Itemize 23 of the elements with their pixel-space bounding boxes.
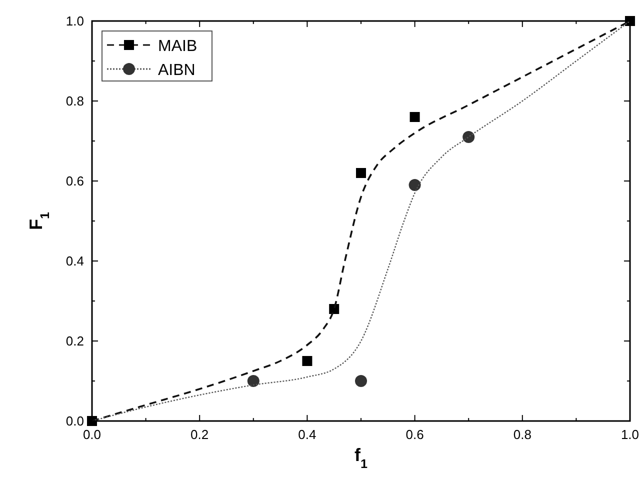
- x-tick-label: 0.0: [82, 427, 102, 442]
- y-tick-label: 0.8: [66, 94, 84, 108]
- x-tick-label: 1.0: [620, 427, 640, 442]
- x-tick-label: 0.6: [406, 427, 424, 442]
- point: [247, 375, 260, 387]
- y-tick-label: 0.0: [66, 414, 84, 428]
- y-tick-label: 0.6: [66, 174, 84, 188]
- x-tick-label: 0.4: [298, 427, 316, 442]
- point: [410, 112, 420, 122]
- legend-label: AIBN: [158, 62, 196, 79]
- y-tick-label: 0.4: [66, 254, 84, 268]
- point: [462, 131, 475, 143]
- point: [408, 179, 421, 191]
- x-axis-title: f$_{1}$: [354, 445, 368, 471]
- y-tick-label: 1.0: [66, 14, 84, 28]
- point: [329, 304, 340, 314]
- x-tick-label: 0.2: [190, 427, 209, 442]
- point: [302, 356, 312, 366]
- y-tick-label: 0.2: [66, 334, 84, 348]
- legend-label: MAIB: [158, 38, 198, 55]
- point: [356, 168, 366, 178]
- point: [355, 375, 367, 387]
- x-tick-label: 0.8: [513, 427, 532, 442]
